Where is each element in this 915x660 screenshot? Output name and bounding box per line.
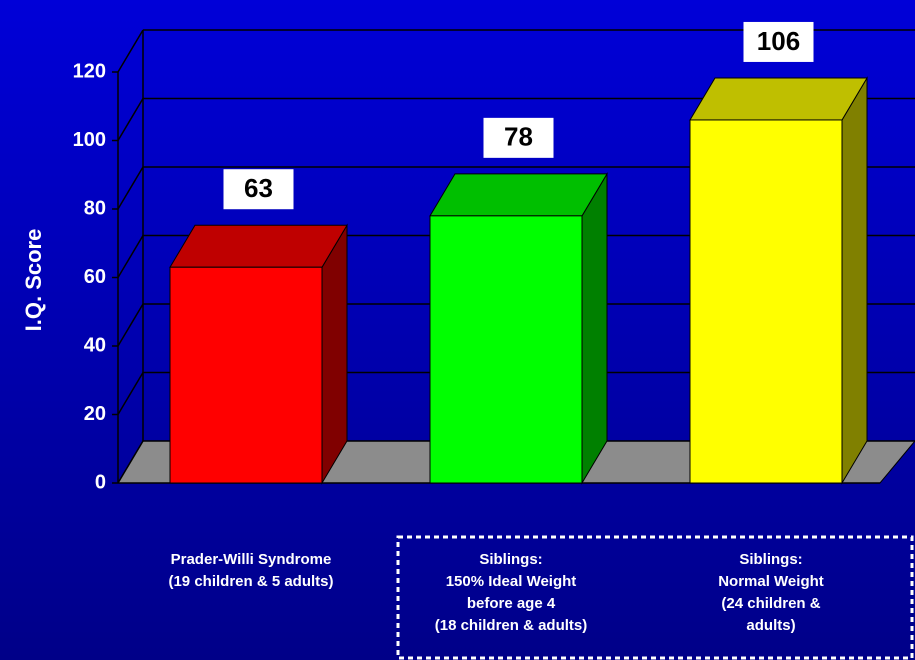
x-tick-label-line: Normal Weight [718,573,824,590]
grid-line [117,372,144,415]
bar-top [429,173,608,217]
y-tick-label: 20 [84,403,106,425]
x-tick-label-line: Siblings: [479,551,542,568]
y-tick-label: 40 [84,334,106,356]
siblings-box [396,535,914,660]
grid-line [117,303,144,347]
bar-side [321,223,348,485]
x-tick-label: Prader-Willi Syndrome (19 children & 5 ad… [168,551,333,590]
y-axis-label: I.Q. Score [21,229,46,332]
grid-line [117,166,144,210]
bar [169,266,323,484]
y-tick-label: 80 [84,197,106,219]
value-label-box [223,169,294,210]
bar [689,119,843,484]
y-tick-label: 0 [95,471,106,493]
bar-side [581,172,608,485]
bar-top [689,77,868,121]
value-label-box [483,117,554,158]
bar [429,215,583,484]
x-tick-label: Siblings: 150% Ideal Weight before age 4 (1… [435,551,588,634]
y-tick-label: 60 [84,266,106,288]
bar-side [841,76,868,485]
grid-line [117,29,144,73]
x-tick-label-line: (18 children & adults) [435,617,588,634]
grid-line [117,98,144,141]
x-tick-label-line: Prader-Willi Syndrome [171,551,332,568]
y-tick-label: 100 [73,129,106,151]
x-tick-label: Siblings: Normal Weight (24 children & adul… [718,551,824,634]
bar-top [169,224,348,268]
grid-line [117,440,144,484]
x-tick-label-line: before age 4 [467,595,556,612]
x-tick-label-line: Siblings: [739,551,802,568]
x-tick-label-line: (24 children & [721,595,820,612]
x-tick-label-line: (19 children & 5 adults) [168,573,333,590]
x-tick-label-line: 150% Ideal Weight [446,573,577,590]
x-tick-label-line: adults) [746,617,795,634]
value-label: 78 [504,122,533,152]
value-label: 106 [757,26,800,56]
value-label-box [743,21,814,62]
value-label: 63 [244,173,273,203]
grid-line [117,235,144,278]
y-tick-label: 120 [73,60,106,82]
